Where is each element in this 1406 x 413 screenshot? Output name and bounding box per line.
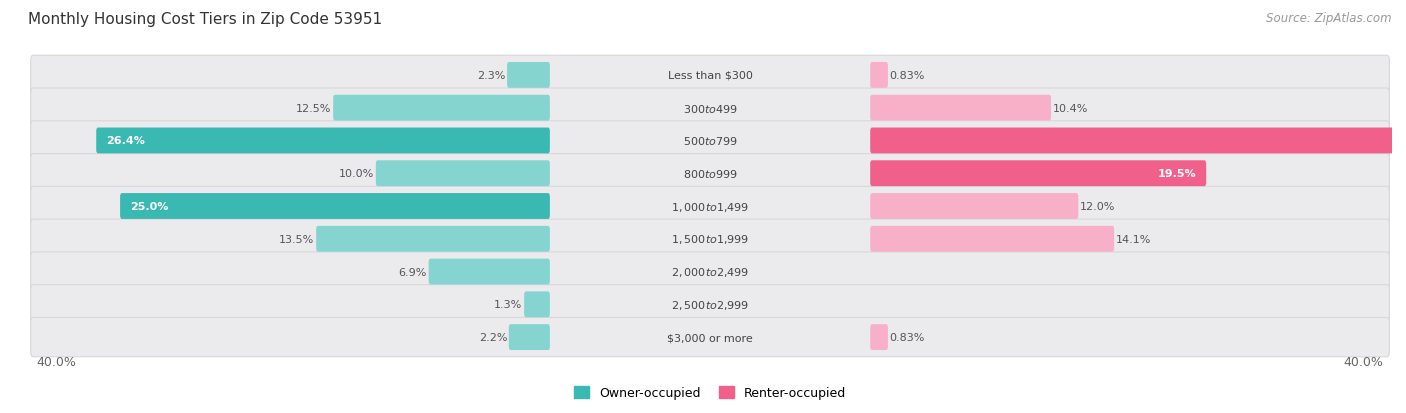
Text: 6.9%: 6.9% xyxy=(399,267,427,277)
FancyBboxPatch shape xyxy=(375,161,550,187)
Text: 26.4%: 26.4% xyxy=(107,136,145,146)
Legend: Owner-occupied, Renter-occupied: Owner-occupied, Renter-occupied xyxy=(569,381,851,404)
FancyBboxPatch shape xyxy=(31,121,1389,161)
FancyBboxPatch shape xyxy=(509,324,550,350)
FancyBboxPatch shape xyxy=(333,95,550,121)
FancyBboxPatch shape xyxy=(31,220,1389,259)
Text: Monthly Housing Cost Tiers in Zip Code 53951: Monthly Housing Cost Tiers in Zip Code 5… xyxy=(28,12,382,27)
FancyBboxPatch shape xyxy=(870,63,889,89)
Text: 2.3%: 2.3% xyxy=(477,71,506,81)
FancyBboxPatch shape xyxy=(96,128,550,154)
Text: 25.0%: 25.0% xyxy=(131,202,169,211)
Text: $1,500 to $1,999: $1,500 to $1,999 xyxy=(671,233,749,246)
FancyBboxPatch shape xyxy=(508,63,550,89)
FancyBboxPatch shape xyxy=(31,252,1389,292)
FancyBboxPatch shape xyxy=(31,56,1389,95)
FancyBboxPatch shape xyxy=(870,95,1052,121)
FancyBboxPatch shape xyxy=(870,161,1206,187)
Text: 10.4%: 10.4% xyxy=(1053,103,1088,114)
Text: 10.0%: 10.0% xyxy=(339,169,374,179)
Text: Less than $300: Less than $300 xyxy=(668,71,752,81)
Text: $2,000 to $2,499: $2,000 to $2,499 xyxy=(671,266,749,278)
FancyBboxPatch shape xyxy=(31,154,1389,193)
Text: $3,000 or more: $3,000 or more xyxy=(668,332,752,342)
FancyBboxPatch shape xyxy=(316,226,550,252)
Text: 40.0%: 40.0% xyxy=(37,355,76,368)
Text: 12.0%: 12.0% xyxy=(1080,202,1115,211)
FancyBboxPatch shape xyxy=(870,324,889,350)
Text: 12.5%: 12.5% xyxy=(297,103,332,114)
Text: $500 to $799: $500 to $799 xyxy=(682,135,738,147)
Text: $1,000 to $1,499: $1,000 to $1,499 xyxy=(671,200,749,213)
FancyBboxPatch shape xyxy=(429,259,550,285)
FancyBboxPatch shape xyxy=(524,292,550,318)
FancyBboxPatch shape xyxy=(870,128,1406,154)
Text: Source: ZipAtlas.com: Source: ZipAtlas.com xyxy=(1267,12,1392,25)
FancyBboxPatch shape xyxy=(31,89,1389,128)
Text: 40.0%: 40.0% xyxy=(1344,355,1384,368)
FancyBboxPatch shape xyxy=(120,194,550,219)
FancyBboxPatch shape xyxy=(870,226,1114,252)
Text: 1.3%: 1.3% xyxy=(495,299,523,310)
Text: $300 to $499: $300 to $499 xyxy=(682,102,738,114)
Text: 14.1%: 14.1% xyxy=(1116,234,1152,244)
Text: 19.5%: 19.5% xyxy=(1157,169,1197,179)
FancyBboxPatch shape xyxy=(31,285,1389,324)
FancyBboxPatch shape xyxy=(31,318,1389,357)
Text: 0.83%: 0.83% xyxy=(890,332,925,342)
Text: 0.83%: 0.83% xyxy=(890,71,925,81)
Text: $800 to $999: $800 to $999 xyxy=(682,168,738,180)
Text: 13.5%: 13.5% xyxy=(280,234,315,244)
FancyBboxPatch shape xyxy=(870,194,1078,219)
FancyBboxPatch shape xyxy=(31,187,1389,226)
Text: $2,500 to $2,999: $2,500 to $2,999 xyxy=(671,298,749,311)
Text: 2.2%: 2.2% xyxy=(478,332,508,342)
